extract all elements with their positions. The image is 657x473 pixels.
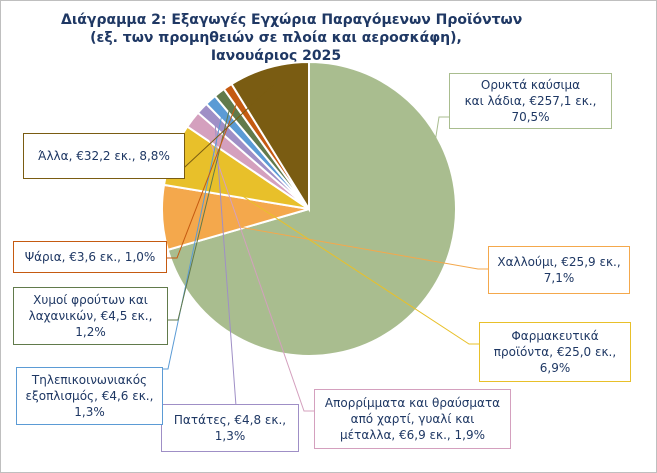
- data-label: Πατάτες, €4,8 εκ., 1,3%: [161, 404, 299, 452]
- data-label-line: Άλλα, €32,2 εκ., 8,8%: [38, 149, 170, 163]
- data-label-line: 6,9%: [539, 361, 571, 375]
- data-label-line: λαχανικών, €4,5 εκ.,: [28, 309, 153, 323]
- title-line-2: (εξ. των προμηθειών σε πλοία και αεροσκά…: [90, 30, 462, 46]
- leader-line: [179, 216, 490, 270]
- data-label: Άλλα, €32,2 εκ., 8,8%: [23, 133, 185, 179]
- data-label-line: Χαλλούμι, €25,9 εκ.,: [497, 255, 621, 269]
- data-label-line: και λάδια, €257,1 εκ.,: [464, 94, 597, 108]
- data-label: Χαλλούμι, €25,9 εκ., 7,1%: [488, 246, 630, 294]
- data-label-line: Χυμοί φρούτων και: [33, 293, 148, 307]
- data-label: Απορρίμματα και θραύσματα από χαρτί, γυαλ…: [314, 389, 511, 449]
- data-label-line: 7,1%: [543, 271, 575, 285]
- leader-line: [165, 101, 238, 259]
- data-label-line: Φαρμακευτικά: [511, 329, 599, 343]
- title-line-3: Ιανουάριος 2025: [210, 48, 342, 64]
- data-label-line: Πατάτες, €4,8 εκ.,: [173, 413, 287, 427]
- chart-title: Διάγραμμα 2: Εξαγωγές Εγχώρια Παραγόμενω…: [61, 11, 523, 65]
- pie-slice: [166, 60, 458, 357]
- data-label: Φαρμακευτικά προϊόντα, €25,0 εκ., 6,9%: [479, 322, 631, 382]
- data-label-line: 1,2%: [75, 325, 106, 339]
- data-label-line: 1,3%: [214, 429, 246, 443]
- data-label-line: προϊόντα, €25,0 εκ.,: [493, 345, 617, 359]
- title-line-1: Διάγραμμα 2: Εξαγωγές Εγχώρια Παραγόμενω…: [61, 12, 523, 28]
- data-label-line: 1,3%: [74, 405, 105, 419]
- data-label-line: Ορυκτά καύσιμα: [480, 78, 581, 92]
- data-label-line: μέταλλα, €6,9 εκ., 1,9%: [339, 428, 486, 442]
- data-label-line: Απορρίμματα και θραύσματα: [324, 396, 501, 410]
- leader-line: [166, 106, 231, 321]
- data-label-line: εξοπλισμός, €4,6 εκ.,: [25, 389, 154, 403]
- leader-line: [188, 160, 481, 345]
- pie-slice: [230, 60, 310, 213]
- data-label-line: Ψάρια, €3,6 εκ., 1,0%: [24, 250, 156, 264]
- leader-line: [205, 130, 316, 412]
- data-label-line: 70,5%: [511, 110, 550, 124]
- data-label: Χυμοί φρούτων και λαχανικών, €4,5 εκ., 1,2…: [13, 287, 168, 345]
- data-label: Τηλεπικοινωνιακός εξοπλισμός, €4,6 εκ., 1,…: [16, 367, 163, 425]
- data-label-line: από χαρτί, γυαλί και: [350, 412, 475, 426]
- data-label: Ψάρια, €3,6 εκ., 1,0%: [13, 241, 167, 273]
- data-label-line: Τηλεπικοινωνιακός: [31, 373, 148, 387]
- leader-line: [411, 116, 451, 287]
- data-label: Ορυκτά καύσιμα και λάδια, €257,1 εκ., 70,5…: [449, 73, 612, 129]
